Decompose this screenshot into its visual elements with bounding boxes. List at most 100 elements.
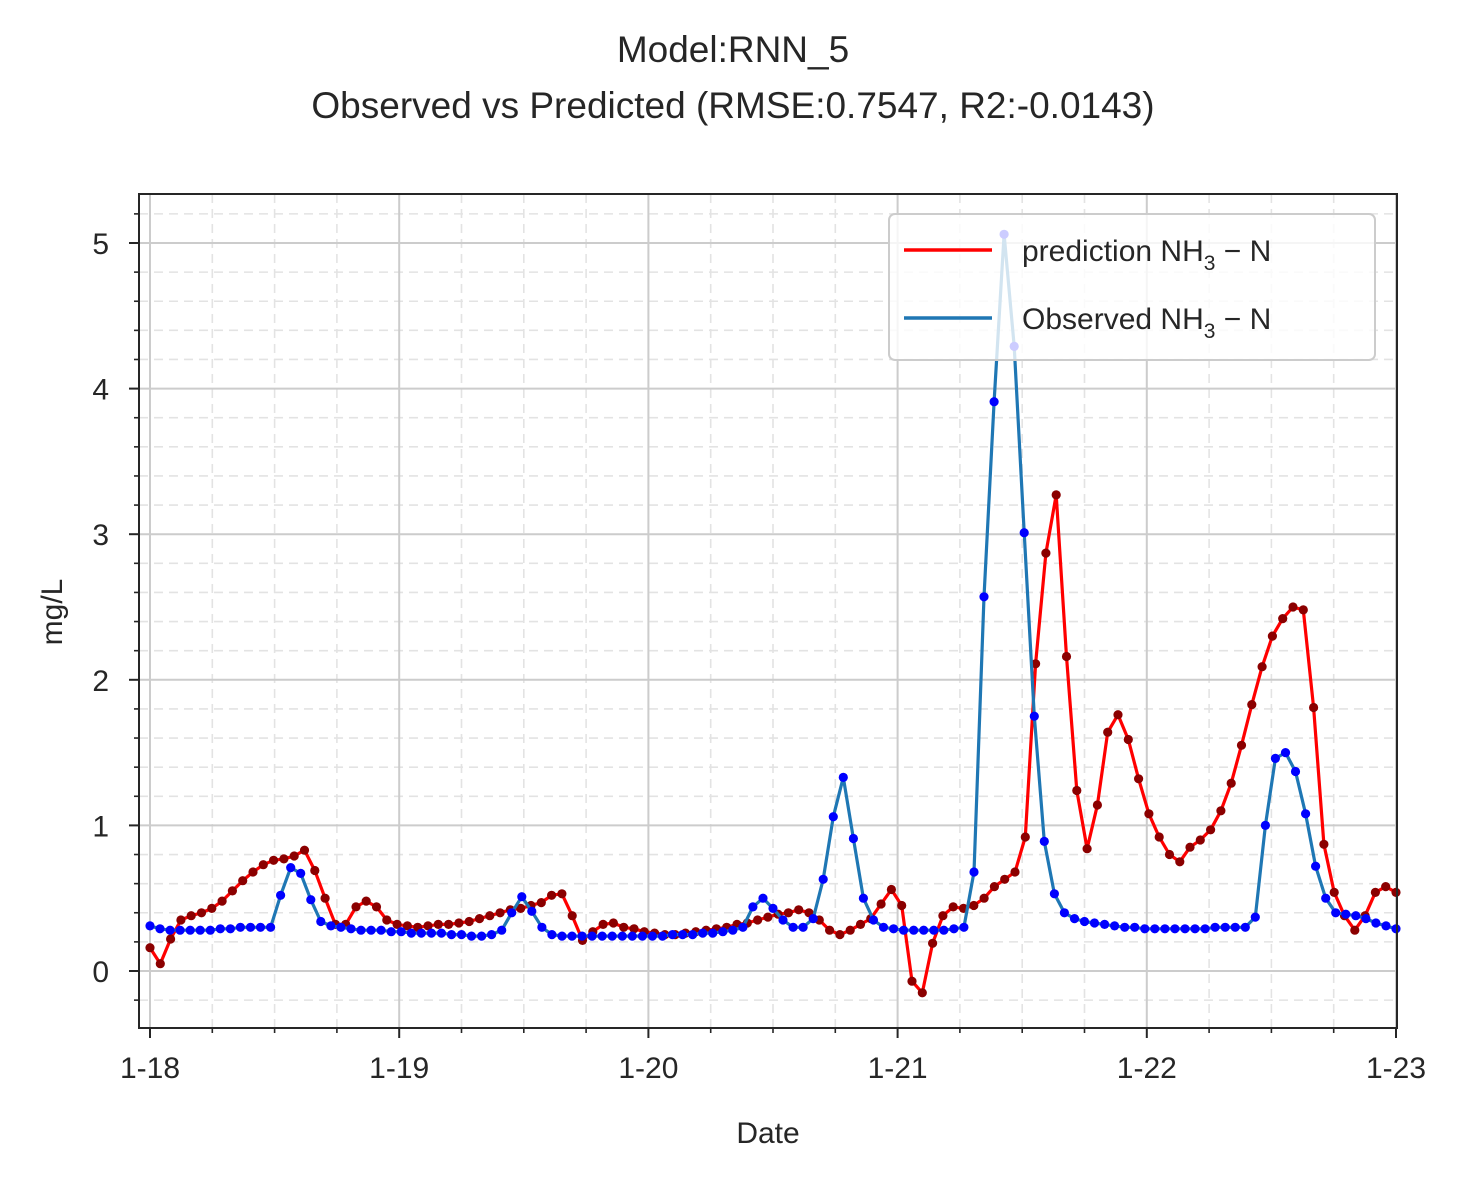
data-point — [1061, 651, 1072, 662]
data-point — [454, 918, 464, 928]
data-point — [507, 908, 517, 918]
data-point — [185, 925, 195, 935]
data-point — [382, 915, 392, 925]
data-point — [969, 867, 979, 877]
data-point — [1290, 766, 1301, 777]
data-point — [848, 833, 859, 844]
data-point — [557, 889, 567, 899]
data-point — [1164, 849, 1175, 860]
data-point — [310, 865, 320, 876]
data-point — [299, 845, 310, 855]
data-point — [828, 812, 838, 822]
data-point — [698, 928, 708, 938]
data-point — [1170, 924, 1180, 934]
data-point — [245, 922, 256, 932]
data-point — [619, 922, 629, 932]
data-point — [537, 922, 547, 932]
legend-observed-tail: − N — [1215, 303, 1271, 336]
data-point — [948, 902, 958, 912]
data-point — [477, 931, 487, 941]
data-point — [286, 863, 296, 873]
data-point — [386, 927, 396, 937]
x-axis-label: Date — [736, 1117, 799, 1150]
data-point — [608, 918, 619, 928]
data-point — [738, 922, 748, 932]
data-point — [1160, 924, 1170, 934]
data-point — [989, 882, 1000, 892]
data-point — [145, 921, 155, 931]
data-point — [426, 928, 436, 938]
data-point — [376, 925, 386, 935]
data-point — [1092, 800, 1102, 810]
data-point — [316, 916, 326, 927]
data-point — [1206, 825, 1216, 835]
data-point — [361, 896, 371, 906]
y-tick-label: 3 — [92, 519, 109, 552]
data-point — [1069, 914, 1080, 924]
data-point — [1371, 918, 1381, 928]
data-point — [878, 922, 889, 932]
x-tick-label: 1-23 — [1366, 1052, 1426, 1085]
data-point — [1351, 911, 1361, 921]
data-point — [1049, 889, 1059, 899]
data-point — [1280, 748, 1291, 758]
data-point — [205, 925, 215, 935]
data-point — [647, 931, 658, 941]
data-point — [1134, 774, 1144, 784]
data-point — [1029, 711, 1039, 721]
data-point — [989, 397, 999, 407]
data-point — [1041, 548, 1051, 558]
data-point — [217, 896, 227, 906]
data-point — [248, 867, 258, 877]
data-point — [825, 925, 835, 935]
data-point — [899, 925, 909, 935]
data-point — [587, 931, 597, 941]
data-point — [235, 922, 245, 932]
x-tick-label: 1-20 — [618, 1052, 678, 1085]
data-point — [1361, 914, 1371, 924]
data-point — [969, 900, 979, 911]
data-point — [456, 930, 467, 940]
data-point — [1113, 710, 1123, 720]
data-point — [1144, 809, 1154, 819]
data-point — [818, 874, 828, 884]
data-point — [1216, 806, 1226, 816]
series-layer — [145, 229, 1401, 998]
data-point — [1301, 809, 1311, 819]
data-point — [1298, 605, 1308, 615]
data-point — [1250, 912, 1260, 922]
data-point — [1220, 922, 1230, 932]
legend-observed-sub: 3 — [1204, 320, 1216, 343]
data-point — [497, 925, 507, 935]
data-point — [207, 903, 217, 914]
data-point — [688, 930, 698, 940]
data-point — [728, 925, 738, 935]
data-point — [768, 903, 778, 914]
data-point — [1130, 922, 1140, 932]
data-point — [516, 903, 526, 914]
data-point — [433, 919, 443, 930]
data-point — [835, 930, 845, 940]
chart-subtitle: Observed vs Predicted (RMSE:0.7547, R2:-… — [311, 85, 1154, 126]
data-point — [617, 931, 627, 941]
data-point — [444, 919, 454, 930]
data-point — [1140, 924, 1150, 934]
data-point — [227, 886, 237, 896]
data-point — [279, 854, 289, 864]
data-point — [1381, 882, 1391, 892]
data-point — [296, 868, 306, 879]
legend-prediction-sub: 3 — [1204, 252, 1216, 275]
data-point — [1311, 861, 1321, 871]
data-point — [406, 928, 416, 938]
data-point — [436, 928, 446, 938]
data-point — [1195, 835, 1205, 845]
data-point — [627, 931, 637, 941]
data-point — [1260, 820, 1270, 831]
data-point — [1370, 887, 1380, 898]
data-point — [657, 931, 668, 941]
data-point — [356, 925, 366, 935]
data-point — [466, 931, 477, 941]
data-point — [536, 898, 546, 908]
data-point — [1154, 832, 1164, 842]
